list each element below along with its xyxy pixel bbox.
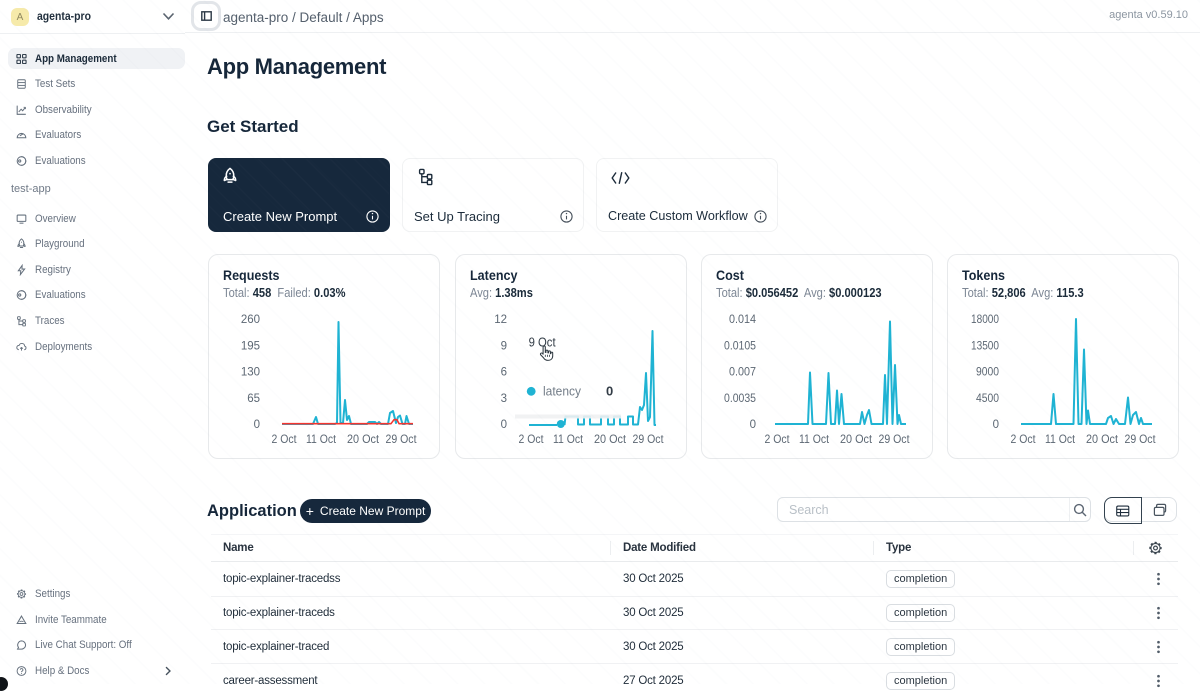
svg-text:0.014: 0.014 — [729, 314, 757, 326]
svg-text:65: 65 — [247, 393, 260, 405]
svg-text:20 Oct: 20 Oct — [594, 434, 627, 446]
svg-text:13500: 13500 — [971, 340, 999, 352]
svg-text:4500: 4500 — [976, 393, 999, 405]
svg-text:20 Oct: 20 Oct — [347, 434, 380, 446]
svg-text:2 Oct: 2 Oct — [1011, 434, 1037, 446]
svg-text:2 Oct: 2 Oct — [519, 434, 545, 446]
svg-text:0: 0 — [501, 419, 507, 431]
svg-text:0: 0 — [606, 384, 613, 399]
svg-text:195: 195 — [241, 340, 260, 352]
svg-text:0: 0 — [750, 419, 756, 431]
svg-text:11 Oct: 11 Oct — [799, 434, 830, 446]
svg-text:0.007: 0.007 — [729, 367, 756, 379]
svg-text:0: 0 — [254, 419, 260, 431]
svg-text:3: 3 — [501, 393, 507, 405]
svg-text:20 Oct: 20 Oct — [840, 434, 873, 446]
svg-text:29 Oct: 29 Oct — [633, 434, 665, 446]
svg-text:9000: 9000 — [976, 367, 999, 379]
svg-text:0.0105: 0.0105 — [724, 340, 756, 352]
svg-text:2 Oct: 2 Oct — [272, 434, 298, 446]
svg-text:9 Oct: 9 Oct — [529, 336, 556, 350]
svg-text:12: 12 — [494, 314, 507, 326]
svg-text:11 Oct: 11 Oct — [553, 434, 584, 446]
svg-text:0.0035: 0.0035 — [724, 393, 756, 405]
svg-text:0: 0 — [993, 419, 999, 431]
svg-text:260: 260 — [241, 314, 260, 326]
svg-text:9: 9 — [501, 340, 507, 352]
svg-text:130: 130 — [241, 367, 260, 379]
svg-text:20 Oct: 20 Oct — [1086, 434, 1119, 446]
svg-text:11 Oct: 11 Oct — [306, 434, 337, 446]
svg-text:11 Oct: 11 Oct — [1045, 434, 1076, 446]
svg-text:2 Oct: 2 Oct — [765, 434, 791, 446]
svg-text:6: 6 — [501, 367, 507, 379]
svg-text:29 Oct: 29 Oct — [879, 434, 911, 446]
svg-text:18000: 18000 — [971, 314, 999, 326]
svg-text:29 Oct: 29 Oct — [386, 434, 418, 446]
svg-text:29 Oct: 29 Oct — [1125, 434, 1157, 446]
svg-text:latency: latency — [543, 385, 582, 399]
